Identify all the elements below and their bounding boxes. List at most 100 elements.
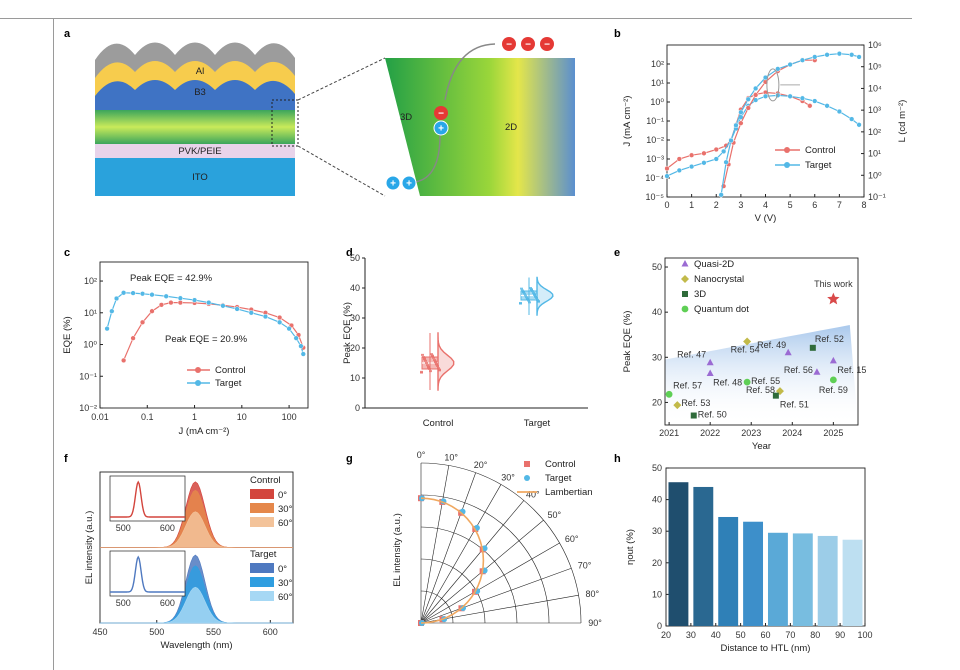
data-point xyxy=(524,294,527,297)
x-tick-label: 2 xyxy=(714,200,719,210)
y-axis-label: EL intensity (a.u.) xyxy=(84,511,95,585)
inset-tick-label: 500 xyxy=(116,598,131,608)
y-axis-label: Peak EQE (%) xyxy=(342,302,353,364)
series-point xyxy=(718,192,724,198)
polar-ring xyxy=(420,558,486,624)
hole-sign: + xyxy=(406,179,412,190)
data-point xyxy=(433,359,436,362)
spectrum-area xyxy=(100,511,293,548)
bar xyxy=(668,482,689,626)
y-tick-label: 10⁻² xyxy=(646,135,664,145)
series-point xyxy=(836,51,843,57)
data-point xyxy=(536,298,539,301)
x-tick-label: 0.01 xyxy=(91,412,109,422)
carriers: − − − − + + + xyxy=(385,37,554,191)
series-point xyxy=(812,98,818,104)
x-tick-label: 50 xyxy=(736,630,746,640)
x-tick-label: 4 xyxy=(763,200,768,210)
data-point xyxy=(527,299,530,302)
panel-label-h: h xyxy=(614,453,621,465)
series-point xyxy=(113,295,120,302)
x-tick-label: 450 xyxy=(92,627,107,637)
electron-marker xyxy=(540,37,554,51)
data-point xyxy=(422,356,425,359)
y2-tick-label: 10⁶ xyxy=(868,40,882,50)
y-tick-label: 10¹ xyxy=(651,78,664,88)
plot-e: 2021 2022 2023 2024 2025 20 30 40 50 Year Peak EQE… xyxy=(622,257,866,452)
series-point xyxy=(824,103,830,109)
legend-label: Quantum dot xyxy=(694,304,749,315)
marker-3d xyxy=(690,412,697,419)
marker-quantum-dot xyxy=(665,390,673,398)
x-tick-label: 80 xyxy=(810,630,820,640)
bar xyxy=(767,532,788,626)
data-point xyxy=(420,370,423,373)
x-tick-label: 40 xyxy=(711,630,721,640)
series-point xyxy=(713,156,719,162)
series-point xyxy=(163,293,169,299)
point-label: Ref. 15 xyxy=(837,365,866,375)
plot-h: 20 30 40 50 60 70 80 90 100 0 10 20 30 40 50 Distance t… xyxy=(625,463,873,654)
data-point xyxy=(432,356,435,359)
plot-b: 0 1 2 3 4 5 6 7 8 10⁻⁵ 10⁻⁴ 10⁻³ 10⁻² 10⁻¹ 10⁰ 10¹ 10² 10… xyxy=(622,40,908,224)
series-point xyxy=(728,137,734,144)
hole-arrow xyxy=(414,134,441,183)
x-tick-label: 10 xyxy=(237,412,247,422)
series-point xyxy=(191,297,198,303)
series-point xyxy=(787,93,793,99)
point-label: Ref. 48 xyxy=(713,378,742,388)
data-point xyxy=(525,296,528,299)
data-point xyxy=(535,296,538,299)
panel-h: h 20 30 40 50 60 70 80 90 100 0 10 20 30 40 50 Distance… xyxy=(614,453,873,654)
x-axis-label: Distance to HTL (nm) xyxy=(721,643,811,654)
bar xyxy=(743,521,764,626)
panel-label-g: g xyxy=(346,453,353,465)
legend-label: Lambertian xyxy=(545,487,593,498)
panel-d: d 0 10 20 30 40 50 Peak EQE (%) Control Target xyxy=(342,247,588,429)
series-line xyxy=(720,53,860,195)
hole-marker xyxy=(433,120,449,136)
series-point xyxy=(120,357,127,364)
y2-tick-label: 10¹ xyxy=(868,149,881,159)
series-point xyxy=(836,108,843,115)
data-point xyxy=(520,287,523,290)
x-tick-label: 1 xyxy=(192,412,197,422)
y2-tick-label: 10² xyxy=(868,127,881,137)
y-axis-label: Peak EQE (%) xyxy=(622,311,633,373)
x-axis-label: V (V) xyxy=(755,213,777,224)
bar xyxy=(842,539,863,626)
legend-marker xyxy=(784,162,790,168)
marker-quantum-dot xyxy=(829,376,837,384)
x-tick-label: 7 xyxy=(837,200,842,210)
data-point xyxy=(533,293,536,296)
layer-label-al: Al xyxy=(196,66,204,77)
y-tick-label: 40 xyxy=(350,283,360,293)
data-point xyxy=(428,367,431,370)
point-label: Ref. 52 xyxy=(815,334,844,344)
legend-swatch xyxy=(250,517,274,527)
x-tick-label: 2022 xyxy=(700,428,720,438)
x-tick-label: 0 xyxy=(664,200,669,210)
record-band xyxy=(665,325,858,425)
panel-label-e: e xyxy=(614,247,620,259)
inset-tick-label: 600 xyxy=(160,598,175,608)
y2-tick-label: 10⁰ xyxy=(868,170,882,180)
legend-title: Control xyxy=(250,475,281,486)
series-point xyxy=(775,66,781,72)
frame-top-line xyxy=(0,18,912,19)
series-point xyxy=(130,290,136,296)
data-point xyxy=(424,359,427,362)
layer-label-b3: B3 xyxy=(194,87,206,98)
series-point xyxy=(745,96,751,102)
x-tick-label: 70 xyxy=(785,630,795,640)
panel-label-d: d xyxy=(346,247,353,259)
lambertian-curve xyxy=(420,497,485,624)
data-point xyxy=(430,353,433,356)
series-point xyxy=(701,150,707,156)
legend-swatch xyxy=(250,503,274,513)
frame-left-line xyxy=(53,18,54,670)
zoom-region xyxy=(385,58,575,196)
panel-g: g 0° 10° 20° 30° 40° 50° 60° 70° 80° 90° EL intens… xyxy=(346,450,602,628)
hole-sign: + xyxy=(438,124,444,135)
series-point xyxy=(168,299,174,306)
